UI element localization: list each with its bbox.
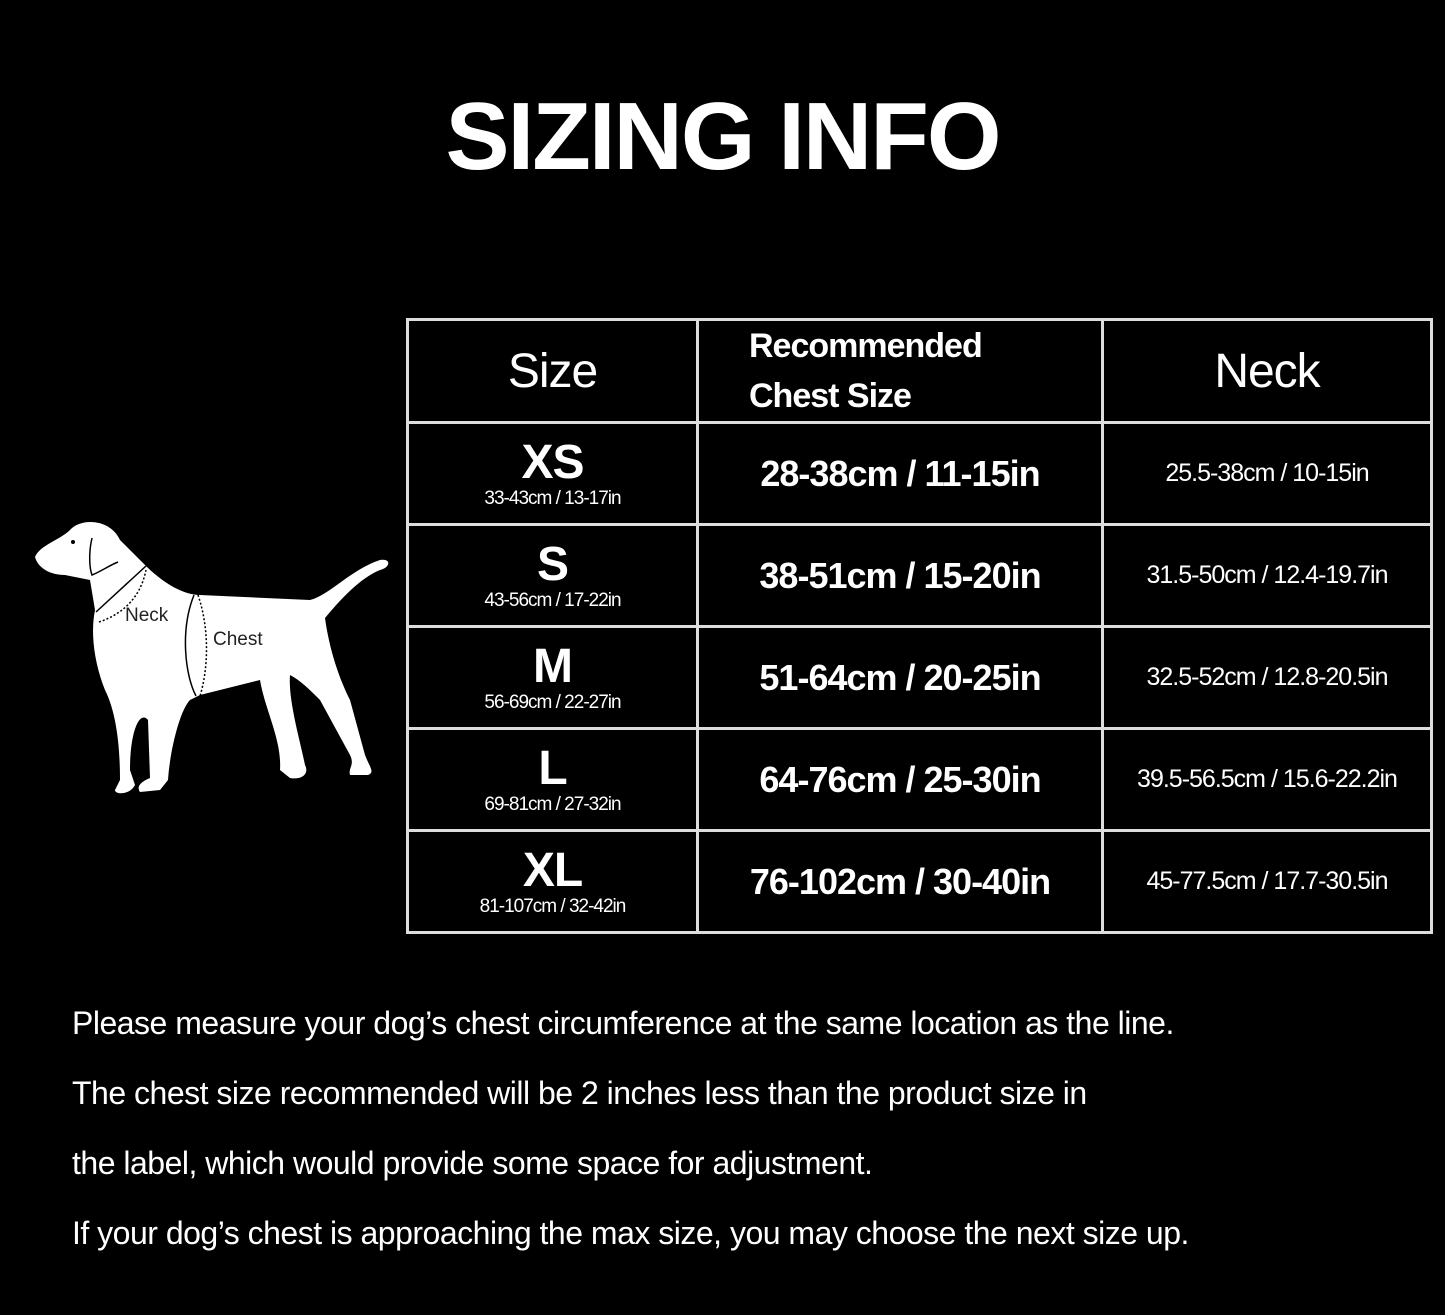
table-row: S 43-56cm / 17-22in 38-51cm / 15-20in 31.…: [406, 523, 1433, 628]
size-cell: M 56-69cm / 22-27in: [406, 625, 699, 730]
measurement-notes: Please measure your dog’s chest circumfe…: [72, 1000, 1189, 1280]
note-line: Please measure your dog’s chest circumfe…: [72, 1005, 1174, 1041]
dog-silhouette: [35, 521, 389, 794]
dog-measurement-diagram: Neck Chest: [35, 521, 389, 794]
sizing-table: Size Recommended Chest Size Neck XS 33-43c…: [406, 318, 1433, 934]
size-label: S: [536, 537, 569, 591]
neck-line: [95, 565, 147, 613]
neck-cell: 31.5-50cm / 12.4-19.7in: [1101, 523, 1433, 628]
chest-label: Chest: [213, 629, 263, 650]
neck-cell: 25.5-38cm / 10-15in: [1101, 421, 1433, 526]
note-line: the label, which would provide some spac…: [72, 1145, 873, 1181]
neck-cell: 39.5-56.5cm / 15.6-22.2in: [1101, 727, 1433, 832]
dog-ear: [88, 537, 119, 576]
size-cell: S 43-56cm / 17-22in: [406, 523, 699, 628]
size-label: XS: [521, 435, 584, 489]
note-line: If your dog’s chest is approaching the m…: [72, 1215, 1189, 1251]
table-row: XL 81-107cm / 32-42in 76-102cm / 30-40in …: [406, 829, 1433, 934]
size-cell: XS 33-43cm / 13-17in: [406, 421, 699, 526]
chest-dotted-line: [197, 594, 208, 697]
chest-cell: 76-102cm / 30-40in: [696, 829, 1104, 934]
chest-cell: 64-76cm / 25-30in: [696, 727, 1104, 832]
neck-label: Neck: [125, 605, 169, 626]
neck-cell: 45-77.5cm / 17.7-30.5in: [1101, 829, 1433, 934]
size-range: 81-107cm / 32-42in: [479, 895, 627, 917]
size-label: M: [533, 639, 573, 693]
neck-cell: 32.5-52cm / 12.8-20.5in: [1101, 625, 1433, 730]
size-label: L: [538, 741, 567, 795]
size-cell: XL 81-107cm / 32-42in: [406, 829, 699, 934]
neck-dotted-line: [98, 569, 147, 623]
table-row: XS 33-43cm / 13-17in 28-38cm / 11-15in 25…: [406, 421, 1433, 526]
dog-eye: [71, 540, 75, 544]
chest-cell: 51-64cm / 20-25in: [696, 625, 1104, 730]
header-chest-line1: Recommended: [749, 327, 983, 365]
page-title: SIZING INFO: [445, 83, 1002, 190]
header-size: Size: [406, 318, 699, 424]
size-range: 69-81cm / 27-32in: [484, 793, 621, 815]
note-line: The chest size recommended will be 2 inc…: [72, 1075, 1087, 1111]
size-range: 33-43cm / 13-17in: [484, 487, 621, 509]
size-label: XL: [522, 843, 583, 897]
table-row: M 56-69cm / 22-27in 51-64cm / 20-25in 32.…: [406, 625, 1433, 730]
size-cell: L 69-81cm / 27-32in: [406, 727, 699, 832]
size-range: 43-56cm / 17-22in: [484, 589, 621, 611]
table-row: L 69-81cm / 27-32in 64-76cm / 25-30in 39.…: [406, 727, 1433, 832]
header-neck: Neck: [1101, 318, 1433, 424]
header-chest: Recommended Chest Size: [696, 318, 1104, 424]
chest-cell: 28-38cm / 11-15in: [696, 421, 1104, 526]
chest-line: [184, 594, 197, 697]
header-chest-line2: Chest Size: [749, 377, 912, 415]
table-header-row: Size Recommended Chest Size Neck: [406, 318, 1433, 424]
chest-cell: 38-51cm / 15-20in: [696, 523, 1104, 628]
size-range: 56-69cm / 22-27in: [484, 691, 621, 713]
